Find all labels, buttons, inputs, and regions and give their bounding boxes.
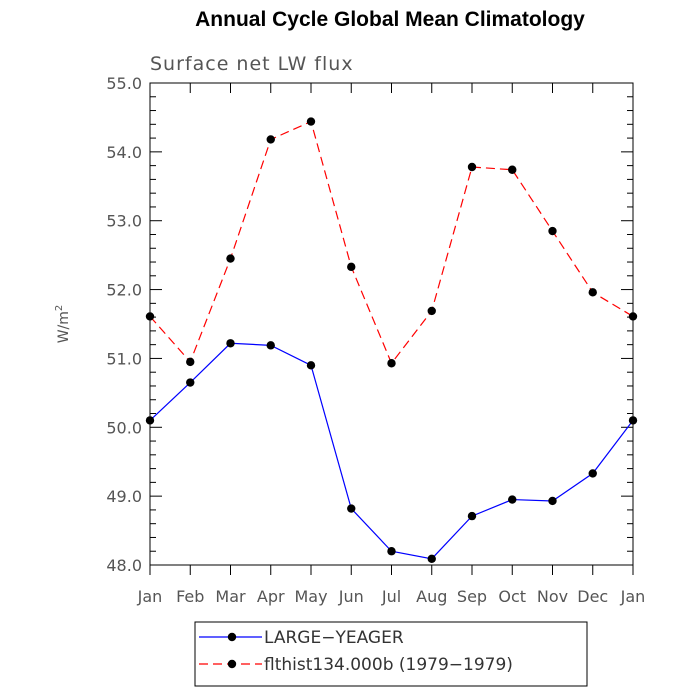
data-point [306, 361, 316, 370]
data-point [266, 341, 275, 350]
data-point [347, 262, 356, 272]
data-point [226, 254, 235, 263]
data-point [427, 554, 436, 564]
x-tick-label: Aug [416, 587, 447, 606]
data-point [548, 226, 557, 236]
legend-label-0: LARGE−YEAGER [264, 628, 404, 648]
data-point [508, 495, 517, 504]
x-tick-label: Mar [215, 587, 246, 606]
data-point [628, 312, 638, 321]
data-point [548, 496, 557, 506]
legend-marker-1 [227, 659, 237, 669]
x-tick-label: May [294, 587, 327, 606]
y-tick-label: 54.0 [106, 143, 142, 162]
x-tick-label: Jan [137, 587, 163, 606]
data-point [387, 359, 396, 368]
x-tick-label: Oct [498, 587, 526, 606]
x-tick-label: Dec [577, 587, 608, 606]
data-point [145, 416, 155, 425]
x-tick-label: Jun [338, 587, 364, 606]
data-point [467, 162, 477, 172]
chart-subtitle: Surface net LW flux [150, 53, 354, 75]
y-tick-label: 51.0 [106, 349, 142, 368]
y-tick-label: 52.0 [106, 281, 142, 300]
y-tick-label: 53.0 [106, 212, 142, 231]
legend: LARGE−YEAGER flthist134.000b (1979−1979) [194, 621, 588, 687]
axes: 48.0 49.0 50.0 51.0 52.0 53.0 54.0 55.0 Jan Feb Ma… [54, 74, 645, 606]
data-point [387, 547, 396, 556]
x-tick-label: Feb [176, 587, 204, 606]
plot-frame [149, 82, 634, 566]
series-layer [145, 117, 638, 564]
data-point [427, 306, 436, 316]
data-point [186, 378, 195, 387]
data-point [306, 117, 316, 126]
data-point [347, 504, 356, 513]
y-axis-label: W/m2 [54, 305, 72, 344]
y-tick-label: 55.0 [106, 74, 142, 93]
x-tick-label: Apr [257, 587, 285, 606]
x-tick-label: Nov [537, 587, 568, 606]
data-point [628, 416, 638, 425]
chart-title: Annual Cycle Global Mean Climatology [195, 8, 585, 31]
data-point [508, 165, 517, 174]
x-tick-label: Sep [457, 587, 487, 606]
y-tick-label: 48.0 [106, 556, 142, 575]
legend-marker-0 [227, 632, 237, 642]
series-line-0 [149, 342, 634, 560]
data-point [145, 312, 155, 321]
legend-label-1: flthist134.000b (1979−1979) [264, 655, 513, 675]
data-point [467, 511, 477, 521]
series-line-1 [149, 120, 634, 365]
data-point [588, 288, 597, 297]
legend-box [194, 621, 588, 687]
data-point [226, 339, 235, 348]
x-tick-label: Jul [381, 587, 401, 606]
data-point [266, 135, 275, 144]
y-tick-label: 49.0 [106, 487, 142, 506]
data-point [186, 357, 195, 367]
y-tick-label: 50.0 [106, 418, 142, 437]
x-tick-label: Jan [620, 587, 646, 606]
data-point [588, 469, 597, 478]
